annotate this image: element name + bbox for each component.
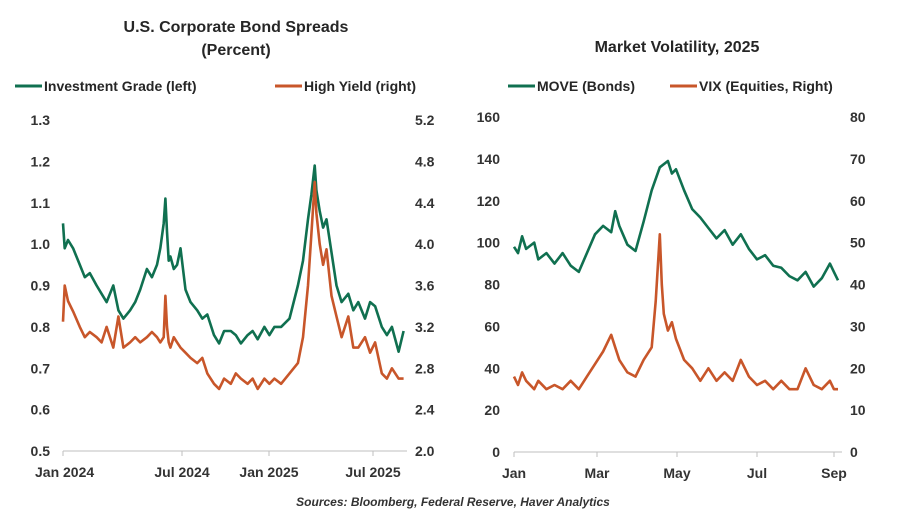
y-left-tick-label: 0.9 (31, 278, 51, 294)
y-right-tick-label: 2.0 (415, 443, 435, 459)
market-volatility-chart: Market Volatility, 2025 MOVE (Bonds) VIX… (477, 39, 866, 481)
chart-title: Market Volatility, 2025 (595, 39, 760, 56)
charts-svg: U.S. Corporate Bond Spreads (Percent) In… (15, 19, 866, 481)
legend-vix: VIX (Equities, Right) (699, 78, 833, 94)
x-tick-label: Jul (747, 465, 767, 481)
source-note: Sources: Bloomberg, Federal Reserve, Hav… (296, 495, 610, 509)
series-line-move-bonds (512, 159, 840, 288)
y-right-tick-label: 2.4 (415, 402, 435, 418)
legend: MOVE (Bonds) VIX (Equities, Right) (508, 78, 833, 94)
x-tick-label: Mar (585, 465, 610, 481)
y-left-tick-label: 0.6 (31, 402, 51, 418)
y-left-tick-label: 1.3 (31, 112, 51, 128)
legend-move: MOVE (Bonds) (537, 78, 635, 94)
x-tick-label: Sep (821, 465, 847, 481)
x-tick-label: May (663, 465, 690, 481)
x-tick-label: Jan 2025 (239, 464, 298, 480)
y-right-tick-label: 4.0 (415, 236, 435, 252)
y-left-tick-label: 140 (477, 151, 501, 167)
y-right-tick-label: 4.8 (415, 153, 435, 169)
chart-subtitle: (Percent) (201, 42, 270, 59)
y-left-tick-label: 1.1 (31, 195, 51, 211)
legend-high-yield: High Yield (right) (304, 78, 416, 94)
x-tick-label: Jul 2025 (345, 464, 400, 480)
y-left-tick-label: 1.2 (31, 153, 51, 169)
y-left-tick-label: 0.8 (31, 319, 51, 335)
y-left-tick-label: 20 (484, 402, 500, 418)
y-right-tick-label: 3.6 (415, 278, 435, 294)
legend-investment-grade: Investment Grade (left) (44, 78, 196, 94)
y-right-tick-label: 60 (850, 193, 866, 209)
y-right-tick-label: 30 (850, 318, 866, 334)
legend: Investment Grade (left) High Yield (righ… (15, 78, 416, 94)
y-right-tick-label: 5.2 (415, 112, 435, 128)
y-right-tick-label: 0 (850, 444, 858, 460)
chart-title: U.S. Corporate Bond Spreads (124, 19, 349, 36)
y-left-tick-label: 0.7 (31, 360, 51, 376)
y-right-tick-label: 50 (850, 235, 866, 251)
y-right-tick-label: 20 (850, 360, 866, 376)
y-left-tick-label: 0.5 (31, 443, 51, 459)
series-line-investment-grade-left (61, 164, 405, 353)
y-right-tick-label: 3.2 (415, 319, 435, 335)
y-left-tick-label: 1.0 (31, 236, 51, 252)
y-left-tick-label: 120 (477, 193, 501, 209)
y-left-tick-label: 60 (484, 318, 500, 334)
y-left-tick-label: 40 (484, 360, 500, 376)
axes: 0.5 0.6 0.7 0.8 0.9 1.0 1.1 1.2 1.3 2.0 2.4 2.8 3.2 3… (31, 112, 435, 480)
y-left-tick-label: 160 (477, 109, 501, 125)
y-right-tick-label: 40 (850, 277, 866, 293)
series-line-high-yield-right (61, 180, 404, 391)
y-right-tick-label: 80 (850, 109, 866, 125)
x-tick-label: Jan (502, 465, 526, 481)
y-right-tick-label: 70 (850, 151, 866, 167)
x-tick-label: Jul 2024 (154, 464, 209, 480)
y-right-tick-label: 4.4 (415, 195, 435, 211)
corporate-bond-spreads-chart: U.S. Corporate Bond Spreads (Percent) In… (15, 19, 435, 480)
y-left-tick-label: 0 (492, 444, 500, 460)
axes: 0 20 40 60 80 100 120 140 160 0 10 20 30 40 50 60 70 80 Ja… (477, 109, 866, 481)
x-tick-label: Jan 2024 (35, 464, 94, 480)
y-left-tick-label: 100 (477, 235, 501, 251)
y-right-tick-label: 10 (850, 402, 866, 418)
series-line-vix-equities-right (512, 233, 838, 391)
y-right-tick-label: 2.8 (415, 360, 435, 376)
y-left-tick-label: 80 (484, 277, 500, 293)
